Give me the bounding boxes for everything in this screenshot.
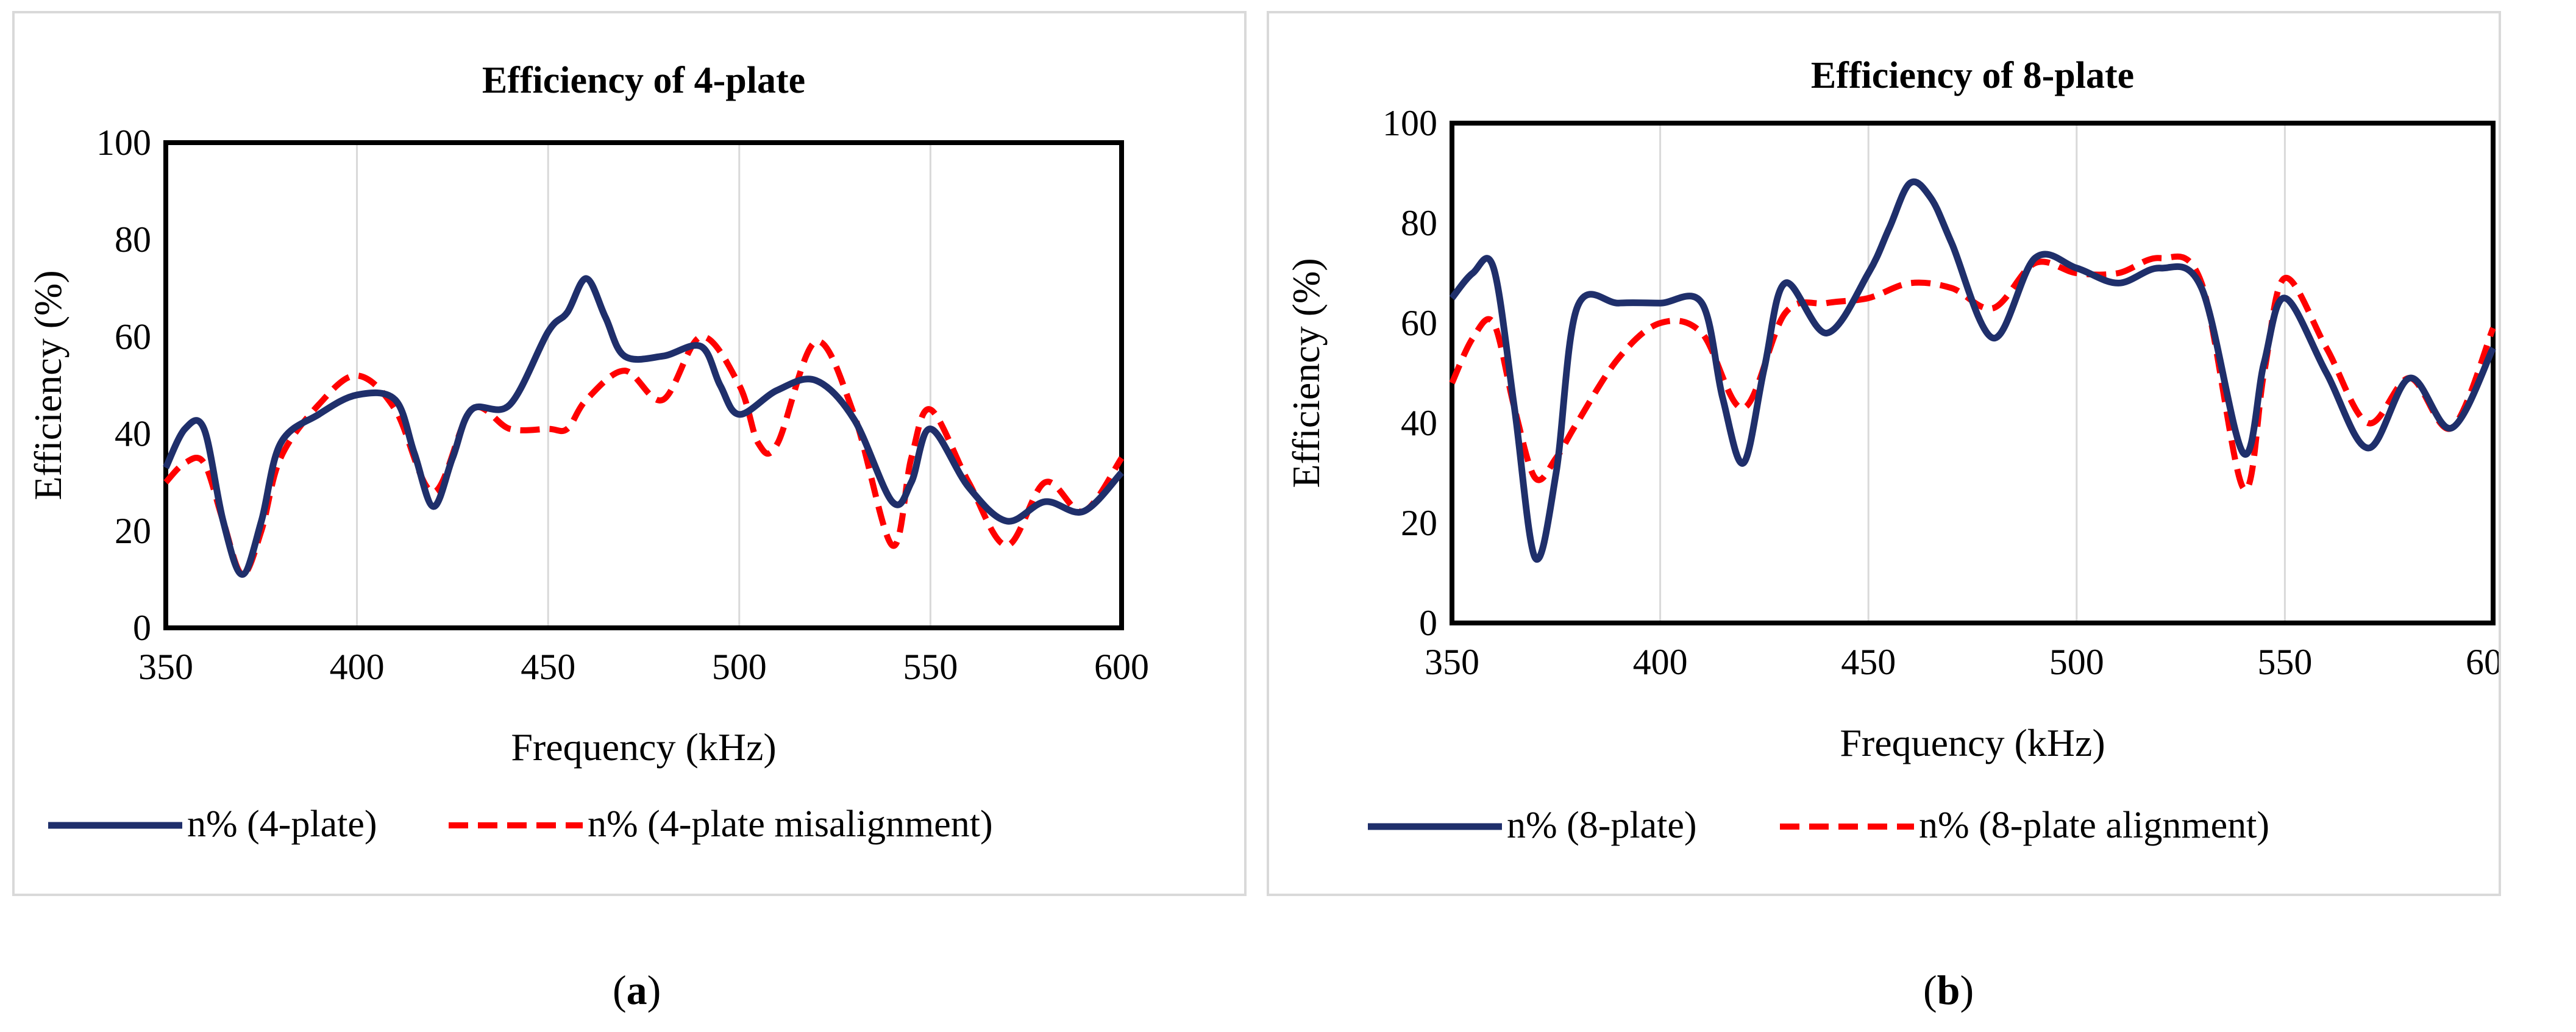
chart0-x-tick-label: 500 xyxy=(712,647,767,687)
chart1-y-tick-label: 100 xyxy=(1382,103,1437,143)
chart1-legend-label-0: n% (8-plate) xyxy=(1507,805,1697,846)
chart1-x-tick-label: 500 xyxy=(2049,642,2104,682)
chart0-y-tick-label: 60 xyxy=(115,316,151,357)
chart1-x-tick-label: 600 xyxy=(2466,642,2499,682)
caption-b: (b) xyxy=(1923,967,1974,1013)
chart1-y-tick-label: 0 xyxy=(1419,603,1437,643)
chart1-y-tick-label: 40 xyxy=(1401,403,1437,443)
chart0-x-tick-label: 550 xyxy=(903,647,958,687)
chart0-series-1-line xyxy=(163,333,1125,578)
chart1-x-tick-label: 450 xyxy=(1841,642,1896,682)
chart1-y-tick-label: 80 xyxy=(1401,203,1437,243)
chart0-y-tick-label: 20 xyxy=(115,511,151,551)
chart1-plot-frame xyxy=(1450,121,2496,625)
chart0-plot-frame xyxy=(163,140,1124,630)
caption-a: (a) xyxy=(613,967,661,1013)
chart0-legend-label-1: n% (4-plate misalignment) xyxy=(588,803,993,845)
chart0-series-0-line xyxy=(163,275,1125,578)
chart1-x-tick-label: 550 xyxy=(2257,642,2312,682)
chart0-x-axis-title: Frequency (kHz) xyxy=(511,725,776,769)
chart0-y-tick-label: 100 xyxy=(96,123,151,163)
chart1-x-tick-label: 400 xyxy=(1633,642,1688,682)
chart-panel-b: Efficiency of 8-plate 0 20 40 60 80 100 350 400 4… xyxy=(1267,11,2501,896)
chart0-legend-label-0: n% (4-plate) xyxy=(187,803,377,845)
chart1-y-tick-label: 20 xyxy=(1401,503,1437,543)
chart0-title: Efficiency of 4-plate xyxy=(482,60,805,101)
chart0-y-tick-label: 80 xyxy=(115,219,151,260)
chart0-x-tick-label: 400 xyxy=(330,647,385,687)
efficiency-chart-4-plate: Efficiency of 4-plate 0 20 40 60 80 100 350 400 4… xyxy=(26,60,1149,845)
chart1-series-1-line xyxy=(1449,253,2496,493)
chart0-x-tick-label: 600 xyxy=(1094,647,1149,687)
chart1-x-tick-label: 350 xyxy=(1425,642,1479,682)
chart1-y-tick-label: 60 xyxy=(1401,303,1437,343)
chart0-y-axis-title: Efficiency (%) xyxy=(26,270,69,500)
chart0-y-tick-label: 40 xyxy=(115,414,151,454)
chart1-series-0-line xyxy=(1449,178,2496,563)
caption-b-label: b xyxy=(1937,967,1960,1013)
caption-a-label: a xyxy=(626,967,647,1013)
chart1-legend-label-1: n% (8-plate alignment) xyxy=(1919,805,2269,846)
chart0-x-tick-label: 450 xyxy=(521,647,575,687)
chart0-x-tick-label: 350 xyxy=(138,647,193,687)
chart-panel-a: Efficiency of 4-plate 0 20 40 60 80 100 350 400 4… xyxy=(12,11,1247,896)
chart1-title: Efficiency of 8-plate xyxy=(1811,55,2134,96)
chart1-x-axis-title: Frequency (kHz) xyxy=(1840,721,2105,764)
chart0-y-tick-label: 0 xyxy=(133,608,151,648)
efficiency-chart-8-plate: Efficiency of 8-plate 0 20 40 60 80 100 350 400 4… xyxy=(1284,55,2499,846)
chart1-y-axis-title: Efficiency (%) xyxy=(1284,258,1328,488)
